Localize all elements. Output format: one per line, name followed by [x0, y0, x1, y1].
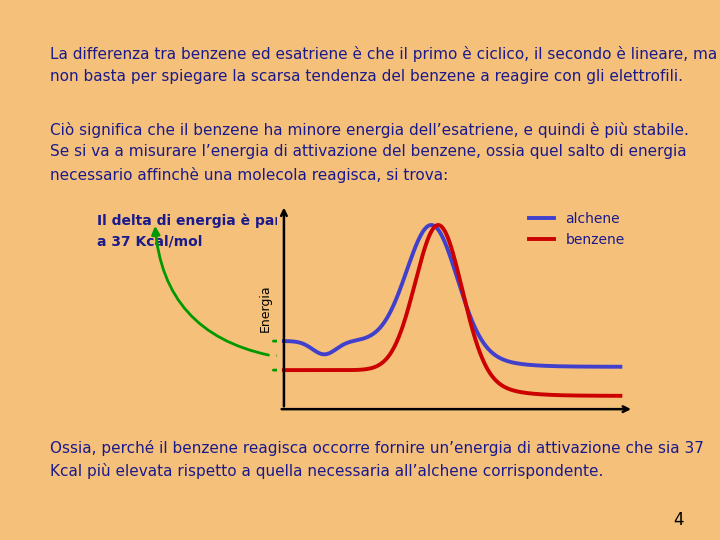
- Text: Ciò significa che il benzene ha minore energia dell’esatriene, e quindi è più st: Ciò significa che il benzene ha minore e…: [50, 122, 689, 138]
- Legend: alchene, benzene: alchene, benzene: [523, 207, 630, 253]
- Text: Il delta di energia è pari: Il delta di energia è pari: [97, 213, 286, 228]
- Text: Se si va a misurare l’energia di attivazione del benzene, ossia quel salto di en: Se si va a misurare l’energia di attivaz…: [50, 144, 687, 159]
- Text: Kcal più elevata rispetto a quella necessaria all’alchene corrispondente.: Kcal più elevata rispetto a quella neces…: [50, 463, 604, 479]
- Text: Energia: Energia: [259, 284, 272, 332]
- Text: Ossia, perché il benzene reagisca occorre fornire un’energia di attivazione che : Ossia, perché il benzene reagisca occorr…: [50, 440, 704, 456]
- Text: 4: 4: [673, 511, 684, 529]
- Text: non basta per spiegare la scarsa tendenza del benzene a reagire con gli elettrof: non basta per spiegare la scarsa tendenz…: [50, 69, 683, 84]
- Text: necessario affinchè una molecola reagisca, si trova:: necessario affinchè una molecola reagisc…: [50, 167, 449, 183]
- Text: a 37 Kcal/mol: a 37 Kcal/mol: [97, 235, 202, 249]
- Text: La differenza tra benzene ed esatriene è che il primo è ciclico, il secondo è li: La differenza tra benzene ed esatriene è…: [50, 46, 718, 62]
